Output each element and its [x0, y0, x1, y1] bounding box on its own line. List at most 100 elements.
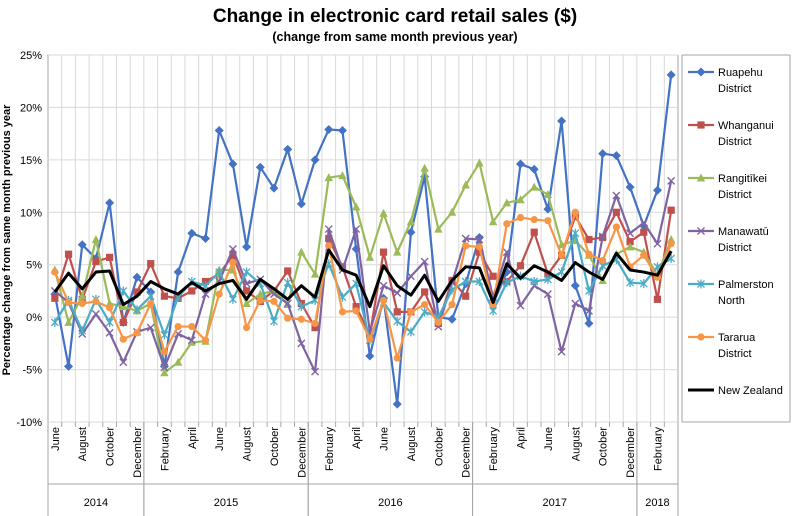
data-point — [297, 302, 306, 312]
data-point — [64, 298, 73, 307]
x-tick-label: February — [324, 427, 336, 472]
data-point — [640, 228, 648, 236]
data-point — [530, 228, 538, 236]
data-point — [351, 202, 361, 211]
data-point — [461, 180, 470, 189]
data-point — [640, 251, 648, 259]
data-point — [393, 289, 402, 298]
y-tick-label: 15% — [20, 155, 42, 167]
data-point — [146, 323, 155, 332]
data-point — [489, 272, 497, 280]
data-point — [598, 232, 607, 241]
data-point — [366, 335, 374, 343]
x-tick-label: October — [433, 427, 445, 466]
data-point — [530, 276, 539, 286]
data-point — [557, 267, 566, 277]
y-axis-ticks: -10% -5% 0% 5% 10% 15% 20% 25% — [16, 50, 42, 429]
data-point — [283, 278, 292, 288]
data-point — [666, 70, 676, 80]
data-point — [462, 292, 470, 300]
data-point — [379, 281, 388, 290]
data-point — [256, 289, 265, 298]
x-tick-label: August — [570, 427, 582, 461]
data-point — [284, 267, 292, 275]
data-point — [160, 330, 169, 340]
data-point — [543, 274, 552, 284]
data-point — [612, 223, 620, 231]
data-point — [133, 288, 141, 296]
data-point — [475, 248, 484, 256]
y-tick-label: 20% — [20, 102, 42, 114]
data-point — [215, 267, 224, 277]
data-point — [201, 336, 210, 344]
data-point — [256, 296, 264, 304]
data-point — [503, 220, 511, 228]
data-point — [188, 287, 196, 295]
data-point — [242, 242, 252, 252]
legend-item: Palmerston North — [688, 279, 774, 307]
y-tick-label: 25% — [20, 50, 42, 62]
legend-label: District — [718, 136, 752, 148]
x-year-label: 2017 — [542, 497, 566, 509]
data-point — [626, 238, 634, 246]
legend-box — [681, 54, 791, 423]
data-point — [612, 191, 621, 200]
series-tararua-district — [51, 208, 675, 362]
data-point — [611, 151, 621, 161]
data-point — [557, 347, 566, 356]
x-tick-label: June — [543, 427, 555, 451]
data-point — [571, 212, 579, 221]
data-point — [338, 171, 347, 180]
data-point — [365, 351, 375, 361]
legend-item: Ruapehu District — [688, 67, 763, 95]
data-point — [324, 124, 334, 134]
data-point — [133, 305, 141, 315]
data-point — [270, 316, 278, 326]
data-point — [297, 315, 305, 323]
data-point — [64, 250, 73, 258]
x-tick-label: October — [105, 427, 117, 466]
data-point — [188, 322, 196, 331]
data-point — [516, 301, 525, 310]
data-point — [406, 217, 416, 226]
data-point — [78, 291, 87, 300]
data-point — [667, 176, 676, 185]
data-point — [392, 399, 402, 409]
data-point — [406, 327, 415, 337]
data-point — [160, 292, 169, 300]
legend-label: Whanganui — [718, 120, 774, 132]
data-point — [434, 224, 443, 233]
x-tick-label: June — [50, 427, 62, 451]
data-point — [543, 189, 553, 198]
data-point — [119, 318, 127, 326]
data-point — [421, 300, 429, 309]
data-point — [187, 228, 197, 238]
data-point — [91, 310, 100, 318]
y-tick-label: 5% — [26, 260, 42, 272]
data-point — [585, 250, 593, 258]
data-point — [311, 367, 320, 376]
data-point — [544, 270, 552, 278]
x-tick-label: February — [652, 427, 664, 472]
data-point — [119, 335, 127, 343]
data-point — [420, 257, 429, 266]
x-year-label: 2018 — [645, 497, 669, 509]
data-point — [529, 164, 539, 174]
y-tick-label: 0% — [26, 312, 42, 324]
data-point — [366, 331, 374, 339]
x-tick-label: April — [516, 427, 528, 449]
data-point — [283, 299, 292, 308]
data-point — [201, 234, 210, 243]
legend-item: Rangitīkei District — [688, 173, 767, 201]
x-tick-label: August — [77, 427, 89, 461]
data-point — [557, 251, 566, 259]
data-point — [475, 276, 484, 286]
data-point — [106, 253, 114, 261]
data-point — [173, 267, 183, 277]
data-point — [598, 149, 608, 159]
data-point — [283, 144, 293, 154]
data-point — [529, 182, 539, 191]
series-line — [53, 232, 672, 342]
data-point — [626, 278, 635, 288]
